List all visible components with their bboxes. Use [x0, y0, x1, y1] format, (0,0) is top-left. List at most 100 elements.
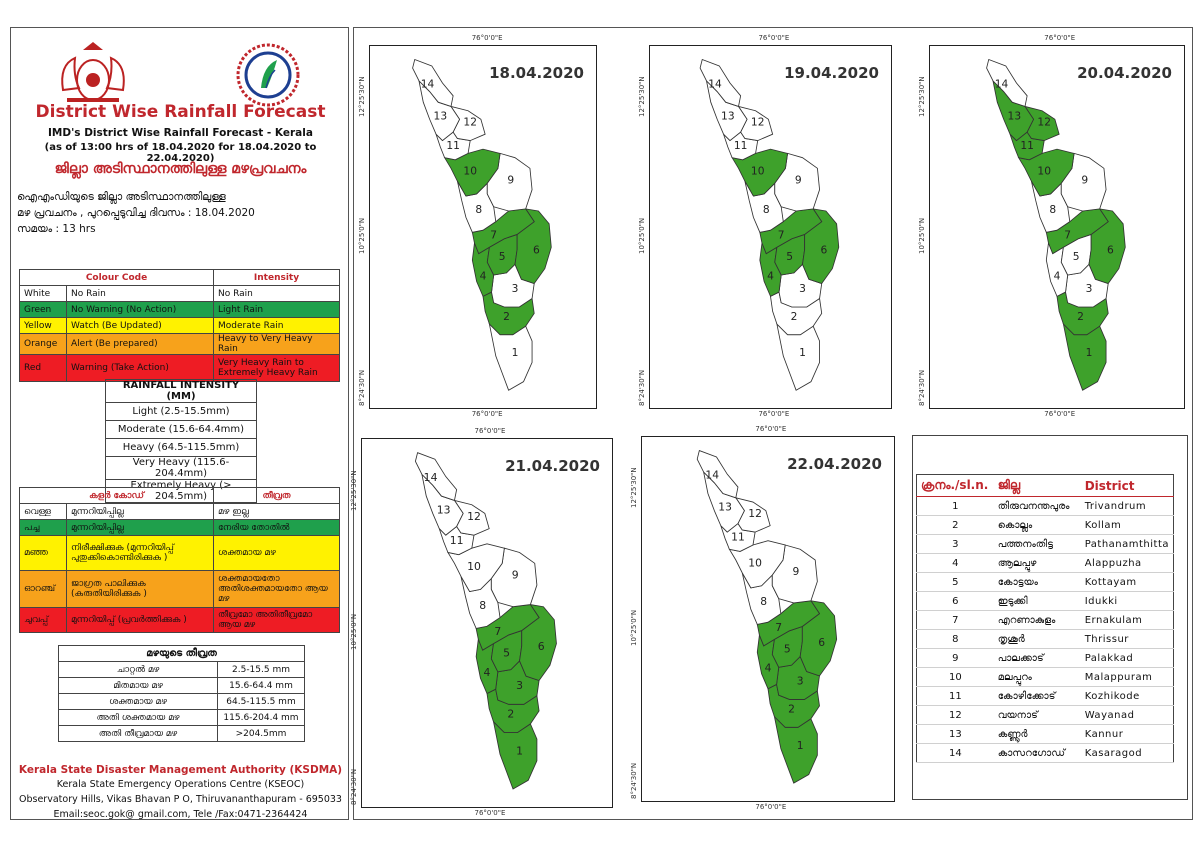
colour-code-table-ml: കളർ കോഡ് തീവ്രത വെള്ള മുന്നറിയിപ്പില്ല മ… — [19, 487, 340, 633]
map-latitude-label: 8°24'30"N — [358, 370, 366, 407]
district-no: 9 — [916, 648, 994, 668]
colour-meaning: Warning (Take Action) — [66, 354, 214, 382]
district-number-label: 11 — [1020, 139, 1034, 152]
intensity-row: Moderate (15.6-64.4mm) — [105, 420, 257, 439]
map-latitude-label: 8°24'30"N — [350, 768, 358, 805]
district-number-label: 4 — [767, 269, 774, 282]
district-number-label: 3 — [1086, 282, 1093, 295]
map-date-label: 22.04.2020 — [787, 455, 882, 473]
colour-intensity: Light Rain — [213, 301, 340, 318]
district-number-label: 1 — [516, 744, 523, 757]
colour-name-ml: പച്ച — [19, 519, 67, 536]
district-name-ml: കാസറഗോഡ് — [993, 743, 1081, 763]
intensity-title-ml: മഴയുടെ തീവ്രത — [58, 645, 305, 662]
kerala-emblem-icon — [61, 42, 125, 102]
district-number-label: 8 — [1049, 203, 1056, 216]
district-number-label: 13 — [721, 109, 735, 122]
map-longitude-bottom: 76°0'0"E — [474, 809, 506, 817]
district-no: 2 — [916, 515, 994, 535]
district-14 — [414, 452, 458, 501]
colour-code-header: Colour Code — [19, 269, 214, 286]
colour-row-ml: മഞ്ഞ നിരീക്ഷിക്കുക (മുന്നറിയിപ്പ് പുതുക്… — [19, 535, 340, 571]
district-number-label: 10 — [748, 556, 762, 569]
district-number-label: 12 — [467, 510, 481, 523]
colour-name: Yellow — [19, 317, 67, 334]
intensity-label-ml: ശക്തമായ മഴ — [58, 693, 218, 710]
district-number-label: 2 — [1077, 310, 1084, 323]
district-number-label: 11 — [450, 534, 464, 547]
district-name-ml: വയനാട് — [993, 705, 1081, 725]
map-latitude-label: 8°24'30"N — [638, 370, 646, 407]
district-row: 5 കോട്ടയം Kottayam — [916, 572, 1174, 592]
district-number-label: 11 — [734, 139, 748, 152]
colour-intensity-ml: മഴ ഇല്ല — [213, 503, 340, 520]
title-malayalam: ജില്ലാ അടിസ്ഥാനത്തിലുള്ള മഴപ്രവചനം — [54, 161, 307, 177]
map-longitude-top: 76°0'0"E — [758, 34, 790, 42]
map-latitude-label: 12°25'30"N — [350, 469, 358, 511]
colour-row: Red Warning (Take Action) Very Heavy Rai… — [19, 354, 340, 382]
forecast-map: 20.04.2020 76°0'0"E 76°0'0"E 12°25'30"N 10°2… — [918, 34, 1185, 418]
map-latitude-label: 10°25'0"N — [638, 218, 646, 255]
district-number-label: 13 — [718, 501, 732, 514]
footer-line3: Email:seoc.gok@ gmail.com, Tele /Fax:047… — [53, 809, 308, 820]
map-longitude-top: 76°0'0"E — [474, 427, 506, 435]
intensity-table-ml: മഴയുടെ തീവ്രത ചാറ്റൽ മഴ 2.5-15.5 mm മിതമാ… — [58, 645, 305, 742]
district-number-label: 9 — [507, 173, 514, 186]
district-row: 7 എറണാകുളം Ernakulam — [916, 610, 1174, 630]
colour-code-header-ml: കളർ കോഡ് — [19, 487, 214, 504]
district-number-label: 9 — [792, 565, 799, 578]
intensity-range-ml: 2.5-15.5 mm — [217, 661, 305, 678]
district-name-en: Trivandrum — [1080, 496, 1174, 516]
colour-meaning: No Rain — [66, 285, 214, 302]
colour-name: White — [19, 285, 67, 302]
rainfall-intensity-table: RAINFALL INTENSITY (MM) Light (2.5-15.5m… — [105, 379, 257, 503]
district-number-label: 13 — [437, 503, 451, 516]
intensity-header-ml: തീവ്രത — [213, 487, 340, 504]
colour-name: Green — [19, 301, 67, 318]
district-number-label: 8 — [763, 203, 770, 216]
ksdma-logo-icon — [236, 43, 300, 107]
district-name-ml: കോഴിക്കോട് — [993, 686, 1081, 706]
district-number-label: 9 — [1081, 173, 1088, 186]
district-number-label: 11 — [446, 139, 460, 152]
colour-row-ml: പച്ച മുന്നറിയിപ്പില്ല നേരിയ തോതിൽ — [19, 519, 340, 536]
district-number-label: 10 — [751, 165, 765, 178]
rainfall-intensity-title: RAINFALL INTENSITY (MM) — [105, 379, 257, 403]
district-name-en: Kottayam — [1080, 572, 1174, 592]
district-number-label: 9 — [512, 569, 519, 582]
district-no: 4 — [916, 553, 994, 573]
map-latitude-label: 12°25'30"N — [638, 76, 646, 117]
intensity-label-ml: മിതമായ മഴ — [58, 677, 218, 694]
district-row: 1 തിരുവനന്തപുരം Trivandrum — [916, 496, 1174, 516]
col-sl-no: ക്രനം./sl.n. — [916, 474, 994, 497]
district-number-label: 13 — [434, 109, 448, 122]
district-number-label: 3 — [516, 679, 523, 692]
district-number-label: 5 — [784, 642, 791, 655]
district-number-label: 7 — [1064, 229, 1071, 242]
footer-line2: Observatory Hills, Vikas Bhavan P O, Thi… — [19, 794, 342, 805]
district-number-label: 4 — [480, 269, 487, 282]
district-no: 3 — [916, 534, 994, 554]
colour-row-ml: വെള്ള മുന്നറിയിപ്പില്ല മഴ ഇല്ല — [19, 503, 340, 520]
district-number-label: 4 — [765, 662, 772, 675]
district-name-en: Thrissur — [1080, 629, 1174, 649]
district-number-label: 11 — [731, 531, 745, 544]
district-no: 8 — [916, 629, 994, 649]
col-district-ml: ജില്ല — [993, 474, 1081, 497]
map-latitude-label: 12°25'30"N — [358, 76, 366, 117]
district-number-label: 2 — [507, 707, 514, 720]
colour-meaning: No Warning (No Action) — [66, 301, 214, 318]
district-number-label: 6 — [818, 636, 825, 649]
colour-meaning: Alert (Be prepared) — [66, 333, 214, 355]
district-row: 10 മലപ്പുറം Malappuram — [916, 667, 1174, 687]
district-number-label: 14 — [424, 471, 438, 484]
intensity-label-ml: ചാറ്റൽ മഴ — [58, 661, 218, 678]
district-number-label: 12 — [463, 116, 477, 129]
colour-intensity: Heavy to Very Heavy Rain — [213, 333, 340, 355]
map-longitude-bottom: 76°0'0"E — [755, 803, 787, 811]
intensity-range-ml: 64.5-115.5 mm — [217, 693, 305, 710]
district-name-en: Ernakulam — [1080, 610, 1174, 630]
intensity-range-ml: 15.6-64.4 mm — [217, 677, 305, 694]
district-row: 8 തൃശൂർ Thrissur — [916, 629, 1174, 649]
